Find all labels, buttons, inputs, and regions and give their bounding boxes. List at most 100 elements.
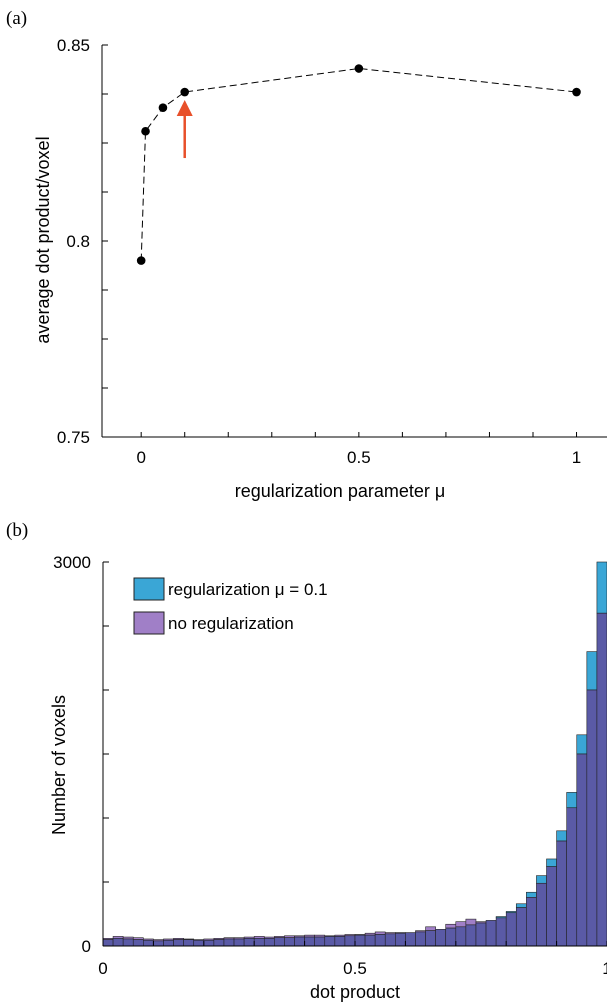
bar-overlap [102,939,114,947]
bar-no-regularization [445,923,457,929]
panel-a-label: (a) [6,8,27,29]
y-tick-label-b: 0 [82,937,91,956]
y-axis-label-b: Number of voxels [49,695,69,835]
bar-regularization [546,858,557,867]
panel-b-x-ticks: 00.51 [98,941,607,978]
bar-overlap [314,936,326,947]
x-tick-label: 1 [572,448,581,467]
bar-overlap [576,753,588,947]
bar-regularization [566,792,578,809]
bar-overlap [495,917,507,947]
bar-overlap [183,939,195,947]
bar-regularization [536,875,547,884]
bar-overlap [526,897,537,947]
bar-overlap [425,930,436,947]
legend-label-no-regularization: no regularization [168,614,294,633]
bar-overlap [203,939,215,947]
legend-label-regularization: regularization μ = 0.1 [168,580,328,599]
data-point [141,126,150,136]
bar-overlap [566,807,578,947]
bar-regularization [515,903,527,908]
bar-overlap [163,939,174,947]
bar-overlap [294,936,305,947]
bar-regularization [526,891,537,898]
bar-overlap [334,936,346,947]
bar-overlap [223,938,235,947]
bar-no-regularization [374,931,386,935]
panel-a-x-ticks: 0 0.5 1 [136,432,581,467]
y-tick-label: 0.85 [57,36,90,55]
legend-swatch-no-regularization [133,611,165,635]
y-axis-label: average dot product/voxel [33,136,53,343]
bar-overlap [173,939,184,947]
bar-overlap [435,929,447,947]
data-point [136,256,146,265]
bar-overlap [505,912,517,947]
x-axis-label-b: dot product [310,982,400,1002]
bar-overlap [112,938,124,947]
bar-overlap [304,936,315,947]
bar-overlap [596,612,607,947]
legend-swatch-regularization [133,577,165,601]
y-tick-label: 0.8 [66,232,90,251]
bar-overlap [213,939,225,947]
bar-overlap [193,939,205,947]
bar-overlap [485,920,497,947]
data-point [180,87,190,97]
bar-overlap [445,927,457,947]
x-tick-label: 0 [136,448,145,467]
bar-overlap [143,939,154,947]
bar-overlap [515,907,527,947]
data-point [572,87,581,97]
bar-overlap [384,933,396,947]
bar-overlap [455,926,467,947]
bar-overlap [324,936,336,947]
bar-overlap [243,938,255,947]
bar-no-regularization [465,918,477,926]
bar-overlap [153,940,164,947]
legend: regularization μ = 0.1 no regularization [133,577,328,635]
bar-regularization [556,830,567,842]
panel-b-y-ticks: 0 3000 [53,553,109,956]
x-tick-label: 0.5 [347,448,371,467]
bar-overlap [405,932,416,947]
series-line [140,67,577,261]
bar-regularization [586,651,598,691]
bar-overlap [475,922,487,947]
x-tick-label-b: 1 [602,959,607,978]
bar-overlap [586,689,598,947]
bar-overlap [354,934,366,947]
y-tick-label-b: 3000 [53,553,91,572]
bar-overlap [395,932,406,947]
arrow-head [176,100,193,117]
highlight-arrow [176,100,193,159]
bar-overlap [374,934,386,947]
bar-overlap [274,937,285,947]
bar-overlap [415,931,426,947]
bar-overlap [253,938,265,947]
bar-overlap [263,938,275,947]
y-tick-label: 0.75 [57,428,90,447]
bar-overlap [556,840,567,947]
panel-a-axes [101,45,607,438]
histogram-bars [102,561,607,947]
bar-overlap [546,866,557,947]
bar-no-regularization [425,926,436,931]
panel-b-label: (b) [6,520,28,541]
bar-regularization [596,561,607,614]
data-point [354,64,364,73]
panel-a-y-ticks: 0.75 0.8 0.85 [57,36,108,447]
bar-overlap [233,938,245,947]
x-tick-label-b: 0 [98,959,107,978]
bar-overlap [132,939,144,947]
x-axis-label: regularization parameter μ [235,481,445,501]
bar-overlap [284,937,295,947]
bar-regularization [576,734,588,755]
panel-a: (a) 0.750.80.85 0 0.5 1 regularization par… [6,8,607,501]
bar-overlap [364,934,376,947]
bar-no-regularization [455,921,467,928]
x-tick-label-b: 0.5 [343,959,367,978]
bar-overlap [536,882,547,947]
